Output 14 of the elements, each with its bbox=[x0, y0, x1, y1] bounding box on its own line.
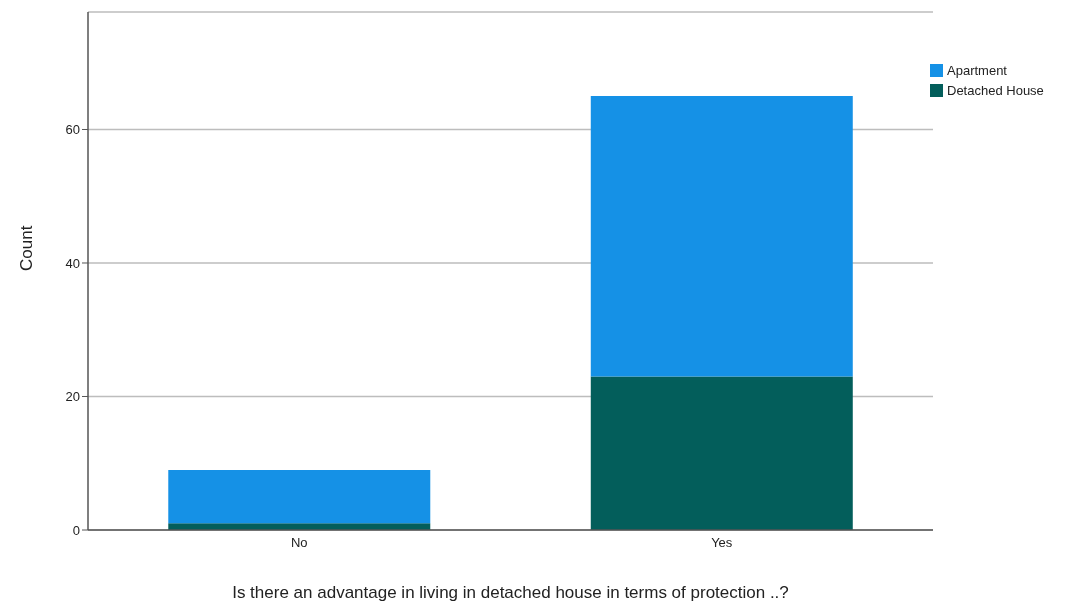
y-tick-label: 60 bbox=[65, 122, 80, 138]
y-tick-label: 0 bbox=[72, 522, 80, 538]
y-tick-label: 40 bbox=[65, 255, 80, 271]
y-tick-label: 20 bbox=[65, 389, 80, 405]
bar bbox=[168, 469, 431, 524]
y-axis-title: Count bbox=[17, 225, 37, 271]
x-axis-title: Is there an advantage in living in detached house in terms of protection ..? bbox=[232, 583, 789, 602]
x-tick-label: No bbox=[290, 535, 308, 551]
bar bbox=[590, 376, 853, 530]
bar bbox=[168, 523, 431, 530]
legend-label: Apartment bbox=[947, 62, 1007, 78]
bar bbox=[590, 96, 853, 377]
legend-label: Detached House bbox=[947, 82, 1044, 98]
x-tick-label: Yes bbox=[711, 535, 733, 551]
